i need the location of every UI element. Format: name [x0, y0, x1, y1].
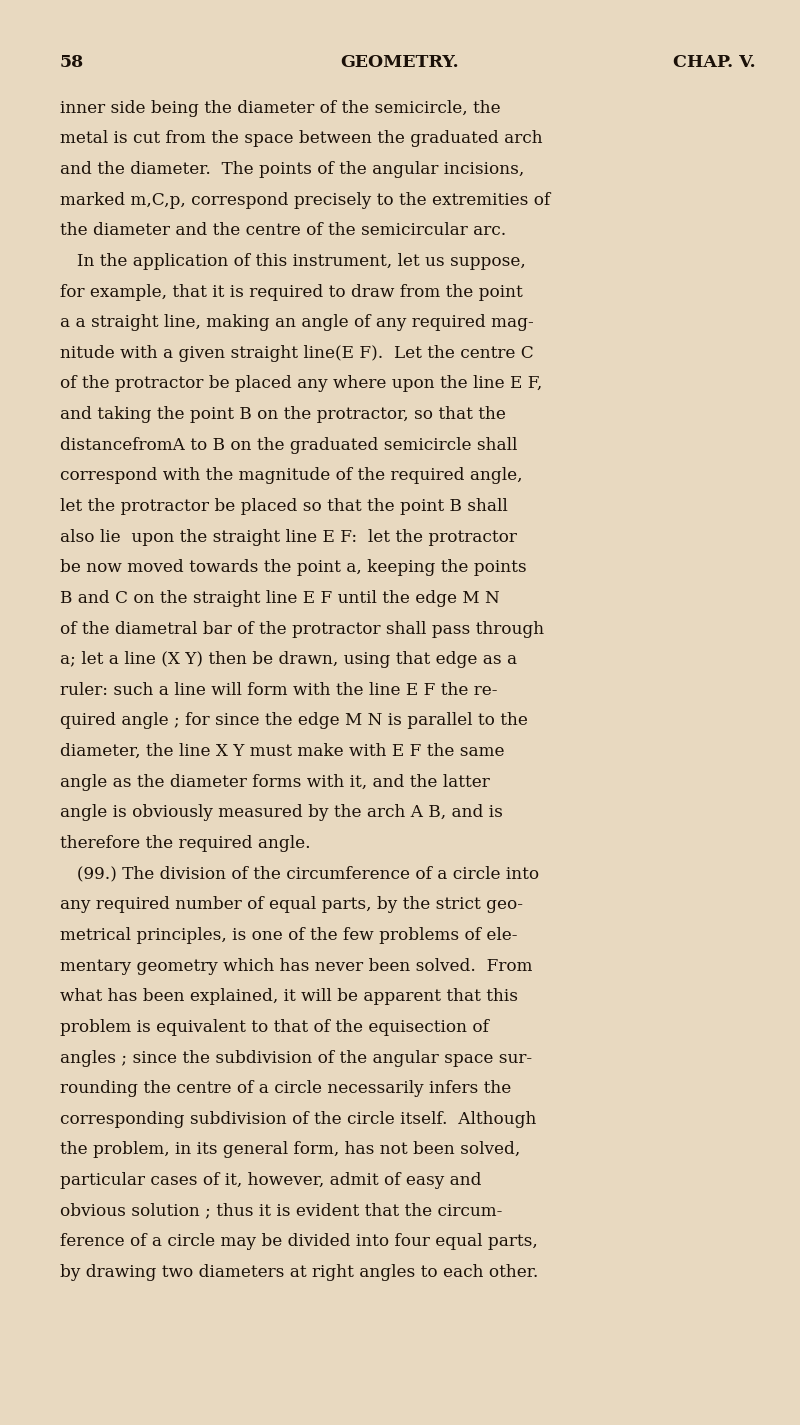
- Text: for example, that it is required to draw from the point: for example, that it is required to draw…: [60, 284, 522, 301]
- Text: quired angle ; for since the edge M N is parallel to the: quired angle ; for since the edge M N is…: [60, 712, 528, 730]
- Text: a; let a line (X Y) then be drawn, using that edge as a: a; let a line (X Y) then be drawn, using…: [60, 651, 517, 668]
- Text: rounding the centre of a circle necessarily infers the: rounding the centre of a circle necessar…: [60, 1080, 511, 1097]
- Text: and the diameter.  The points of the angular incisions,: and the diameter. The points of the angu…: [60, 161, 524, 178]
- Text: angle is obviously measured by the arch A B, and is: angle is obviously measured by the arch …: [60, 804, 503, 821]
- Text: corresponding subdivision of the circle itself.  Although: corresponding subdivision of the circle …: [60, 1110, 536, 1127]
- Text: metal is cut from the space between the graduated arch: metal is cut from the space between the …: [60, 130, 542, 147]
- Text: GEOMETRY.: GEOMETRY.: [341, 54, 459, 71]
- Text: ruler: such a line will form with the line E F the re-: ruler: such a line will form with the li…: [60, 681, 498, 698]
- Text: CHAP. V.: CHAP. V.: [674, 54, 756, 71]
- Text: the diameter and the centre of the semicircular arc.: the diameter and the centre of the semic…: [60, 222, 506, 239]
- Text: the problem, in its general form, has not been solved,: the problem, in its general form, has no…: [60, 1141, 520, 1159]
- Text: a a straight line, making an angle of any required mag-: a a straight line, making an angle of an…: [60, 314, 534, 331]
- Text: B and C on the straight line E F until the edge M N: B and C on the straight line E F until t…: [60, 590, 500, 607]
- Text: 58: 58: [60, 54, 84, 71]
- Text: by drawing two diameters at right angles to each other.: by drawing two diameters at right angles…: [60, 1264, 538, 1281]
- Text: of the diametral bar of the protractor shall pass through: of the diametral bar of the protractor s…: [60, 620, 544, 637]
- Text: correspond with the magnitude of the required angle,: correspond with the magnitude of the req…: [60, 467, 522, 485]
- Text: any required number of equal parts, by the strict geo-: any required number of equal parts, by t…: [60, 896, 523, 913]
- Text: diameter, the line X Y must make with E F the same: diameter, the line X Y must make with E …: [60, 742, 505, 760]
- Text: and taking the point B on the protractor, so that the: and taking the point B on the protractor…: [60, 406, 506, 423]
- Text: therefore the required angle.: therefore the required angle.: [60, 835, 310, 852]
- Text: be now moved towards the point a, keeping the points: be now moved towards the point a, keepin…: [60, 559, 526, 576]
- Text: let the protractor be placed so that the point B shall: let the protractor be placed so that the…: [60, 497, 508, 514]
- Text: In the application of this instrument, let us suppose,: In the application of this instrument, l…: [60, 252, 526, 269]
- Text: angles ; since the subdivision of the angular space sur-: angles ; since the subdivision of the an…: [60, 1049, 532, 1066]
- Text: metrical principles, is one of the few problems of ele-: metrical principles, is one of the few p…: [60, 926, 518, 943]
- Text: obvious solution ; thus it is evident that the circum-: obvious solution ; thus it is evident th…: [60, 1203, 502, 1220]
- Text: (99.) The division of the circumference of a circle into: (99.) The division of the circumference …: [60, 865, 539, 882]
- Text: inner side being the diameter of the semicircle, the: inner side being the diameter of the sem…: [60, 100, 501, 117]
- Text: marked m,C,p, correspond precisely to the extremities of: marked m,C,p, correspond precisely to th…: [60, 191, 550, 208]
- Text: angle as the diameter forms with it, and the latter: angle as the diameter forms with it, and…: [60, 774, 490, 791]
- Text: of the protractor be placed any where upon the line E F,: of the protractor be placed any where up…: [60, 375, 542, 392]
- Text: distancefromA to B on the graduated semicircle shall: distancefromA to B on the graduated semi…: [60, 436, 518, 453]
- Text: nitude with a given straight line(E F).  Let the centre C: nitude with a given straight line(E F). …: [60, 345, 534, 362]
- Text: also lie  upon the straight line E F:  let the protractor: also lie upon the straight line E F: let…: [60, 529, 517, 546]
- Text: problem is equivalent to that of the equisection of: problem is equivalent to that of the equ…: [60, 1019, 489, 1036]
- Text: mentary geometry which has never been solved.  From: mentary geometry which has never been so…: [60, 958, 533, 975]
- Text: what has been explained, it will be apparent that this: what has been explained, it will be appa…: [60, 988, 518, 1005]
- Text: ference of a circle may be divided into four equal parts,: ference of a circle may be divided into …: [60, 1233, 538, 1250]
- Text: particular cases of it, however, admit of easy and: particular cases of it, however, admit o…: [60, 1171, 482, 1188]
